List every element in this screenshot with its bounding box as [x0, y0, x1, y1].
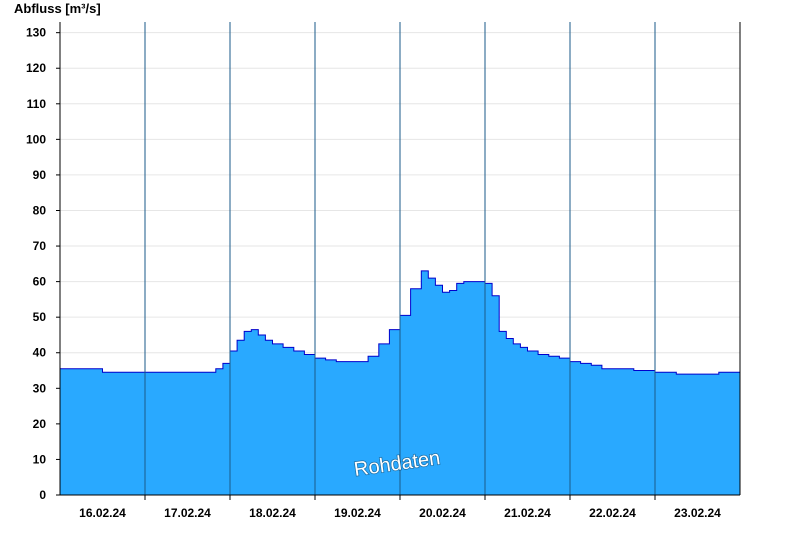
y-tick-label: 10 [33, 452, 47, 466]
x-tick-label: 20.02.24 [419, 506, 466, 520]
y-tick-label: 0 [39, 488, 46, 502]
y-tick-label: 100 [26, 132, 46, 146]
y-tick-label: 20 [33, 417, 47, 431]
x-tick-label: 22.02.24 [589, 506, 636, 520]
y-tick-label: 70 [33, 239, 47, 253]
x-ticks: 16.02.24 17.02.24 18.02.24 19.02.24 20.02.24… [79, 495, 721, 520]
y-tick-label: 90 [33, 168, 47, 182]
y-tick-label: 30 [33, 381, 47, 395]
y-tick-label: 110 [27, 97, 47, 111]
y-axis-label: Abfluss [m³/s] [14, 1, 101, 16]
x-tick-label: 17.02.24 [164, 506, 211, 520]
x-tick-label: 18.02.24 [249, 506, 296, 520]
y-tick-label: 60 [33, 275, 47, 289]
day-separators [144, 22, 656, 495]
y-tick-label: 50 [33, 310, 47, 324]
y-tick-label: 40 [33, 346, 47, 360]
x-tick-label: 16.02.24 [79, 506, 126, 520]
x-tick-label: 23.02.24 [674, 506, 721, 520]
y-tick-label: 130 [26, 26, 46, 40]
y-tick-label: 120 [26, 61, 46, 75]
y-tick-label: 80 [33, 203, 47, 217]
discharge-line [59, 270, 741, 375]
y-ticks: 0 10 20 30 40 50 60 70 80 90 100 110 120 130 [26, 26, 60, 502]
x-tick-label: 19.02.24 [334, 506, 381, 520]
x-tick-label: 21.02.24 [504, 506, 551, 520]
